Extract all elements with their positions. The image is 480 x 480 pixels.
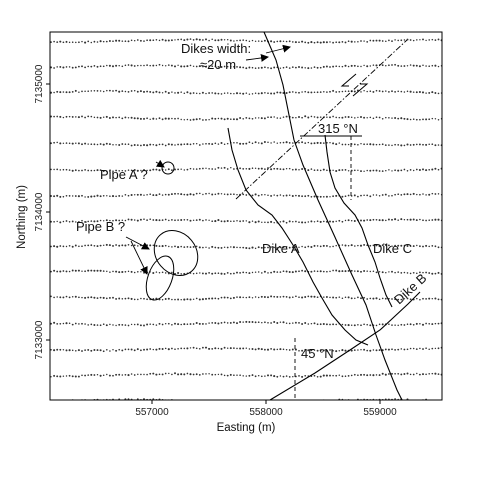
dikes-width-label: Dikes width: (181, 41, 251, 56)
y-tick-label-7135000: 7135000 (34, 64, 45, 103)
pipe-a-label: Pipe A ? (100, 167, 148, 182)
survey-line (50, 141, 442, 147)
dike-lines (227, 31, 421, 401)
plot-frame (49, 31, 443, 401)
dikes-width-annotation: Dikes width: ≈20 m (181, 41, 291, 72)
y-axis-title: Northing (m) (16, 185, 28, 249)
survey-line (50, 166, 442, 173)
pipe-b-arrow-lower (130, 240, 148, 275)
survey-lines (50, 38, 442, 400)
strike-315-marker: 315 °N (300, 121, 362, 200)
survey-line (50, 63, 442, 70)
pipe-b-annotation: Pipe B ? (76, 219, 199, 301)
dike-b-trace (269, 291, 421, 401)
dike-width-half-arrows (340, 73, 369, 97)
pipe-b-ellipse-lower (145, 255, 175, 301)
strike-45-marker: 45 °N (294, 338, 334, 400)
pipe-b-ellipse-upper (153, 230, 199, 276)
survey-line (50, 398, 442, 400)
dikes-width-arrow-right (245, 53, 269, 62)
survey-line (50, 320, 442, 327)
survey-line (50, 295, 442, 301)
survey-line (50, 38, 442, 44)
dike-a-label: Dike A (262, 241, 300, 256)
survey-line (50, 192, 442, 198)
x-axis-ticks (151, 400, 381, 404)
dike-long-east-trace (263, 31, 403, 401)
dikes-width-value: ≈20 m (200, 57, 236, 72)
survey-line (50, 269, 442, 275)
survey-line (50, 346, 442, 353)
survey-line (50, 243, 442, 250)
pipe-a-annotation: Pipe A ? (100, 159, 175, 182)
dash-dot-reference-line (235, 39, 408, 200)
survey-line (50, 89, 442, 95)
x-tick-label-557000: 557000 (135, 407, 169, 418)
y-tick-label-7134000: 7134000 (34, 192, 45, 231)
strike-315-label: 315 °N (318, 121, 358, 136)
survey-line (50, 218, 442, 224)
pipe-a-arrow (155, 159, 165, 168)
dike-a-trace (227, 127, 369, 346)
dikes-width-arrow-up (265, 44, 291, 54)
survey-line (50, 372, 442, 378)
pipe-a-circle (161, 161, 175, 175)
x-tick-label-559000: 559000 (363, 407, 397, 418)
dike-c-label: Dike C (373, 241, 412, 256)
strike-45-label: 45 °N (301, 346, 334, 361)
pipe-b-arrow-upper (125, 236, 150, 250)
dike-c-trace (324, 134, 393, 308)
x-tick-label-558000: 558000 (249, 407, 283, 418)
x-axis-title: Easting (m) (217, 422, 276, 434)
y-tick-label-7133000: 7133000 (34, 320, 45, 359)
y-axis-ticks (46, 83, 50, 341)
survey-line (50, 115, 442, 121)
pipe-b-label: Pipe B ? (76, 219, 125, 234)
